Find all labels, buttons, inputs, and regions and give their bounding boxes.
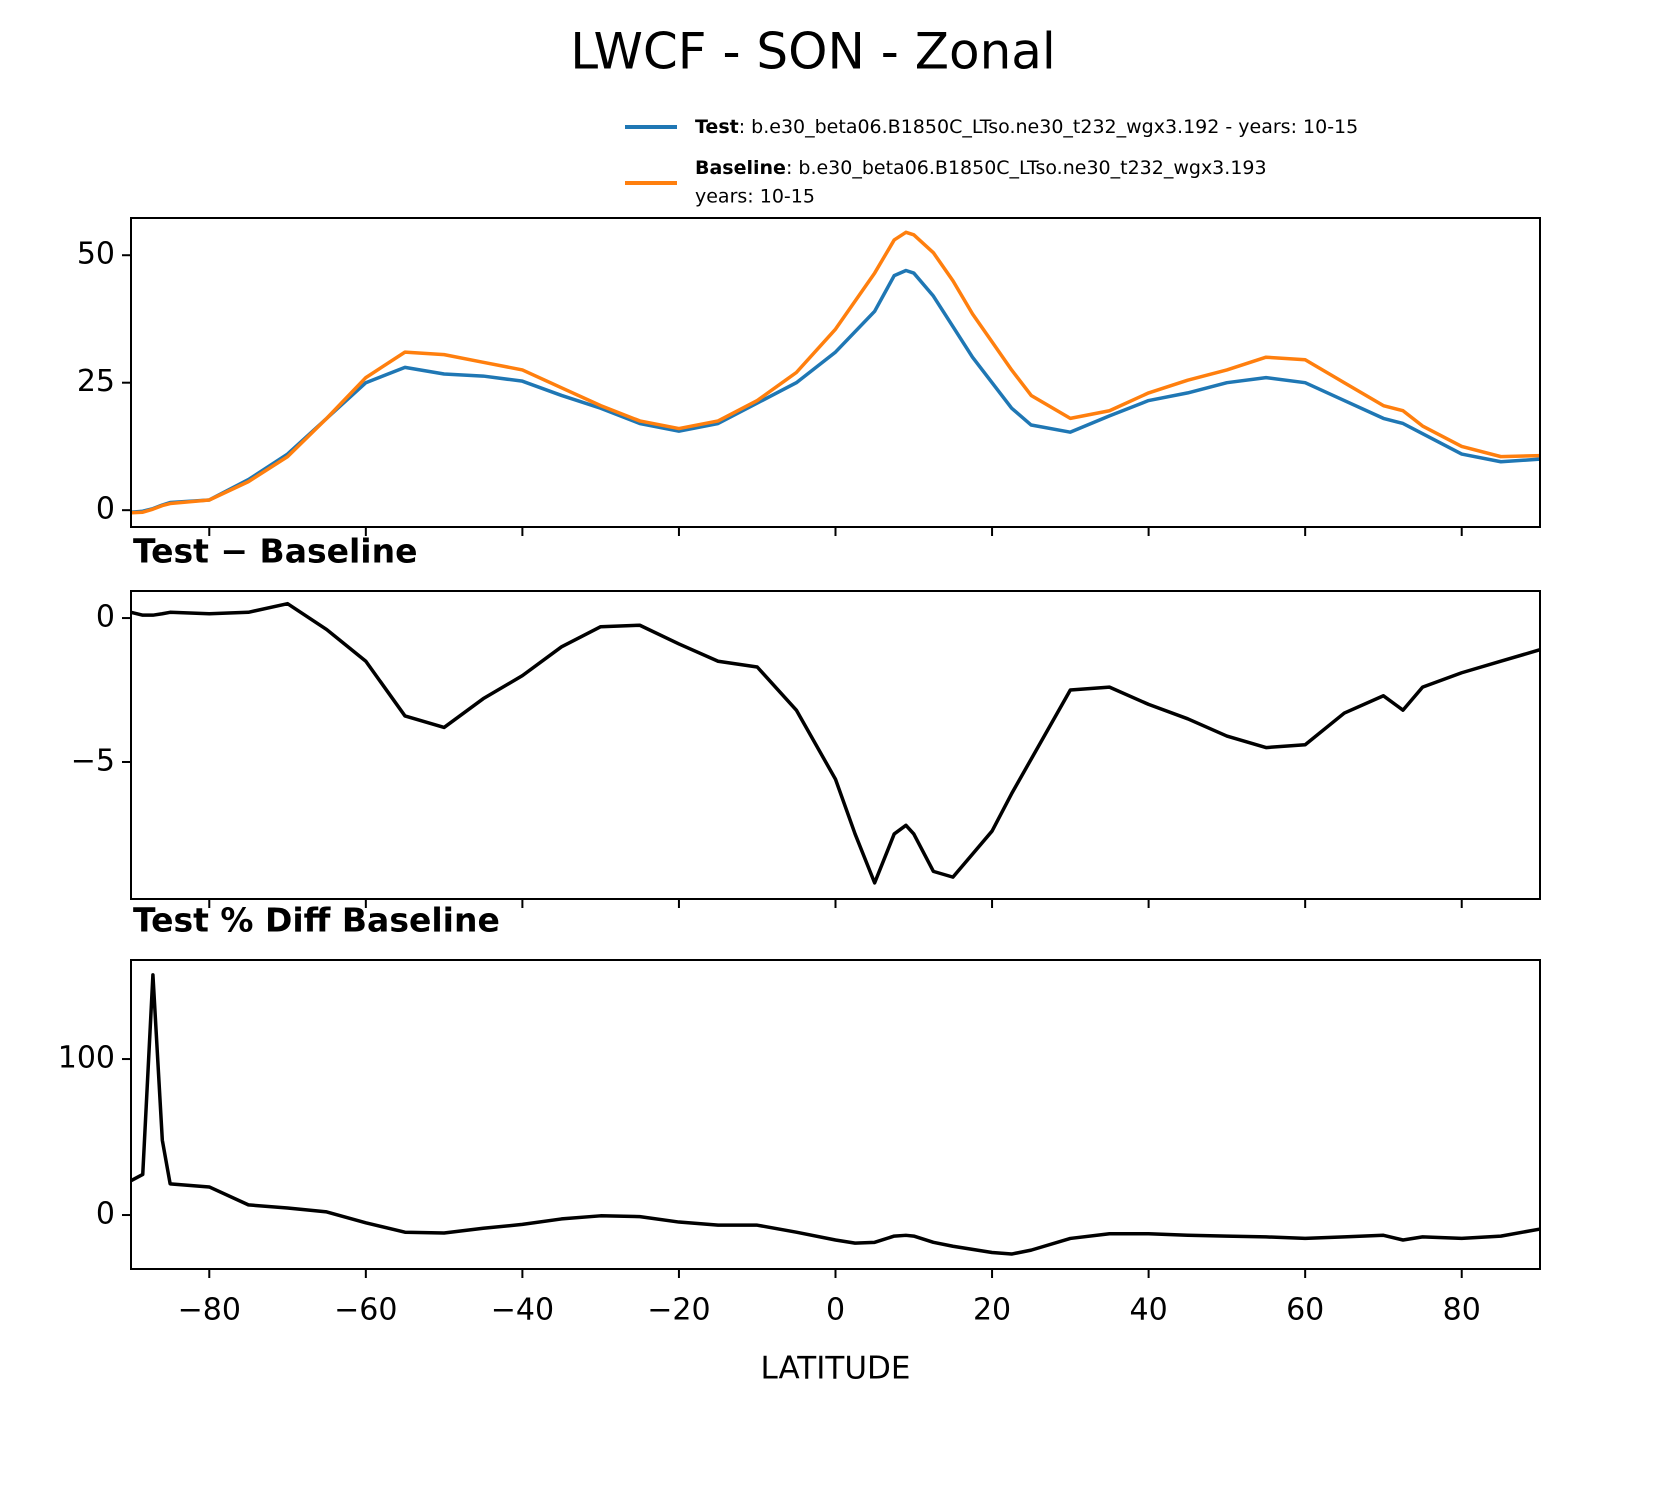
axes-frame [130, 959, 1541, 1270]
x-tick-label: −40 [491, 1293, 554, 1328]
figure-title: LWCF - SON - Zonal [570, 23, 1056, 81]
y-tick-label: 0 [96, 492, 115, 527]
legend-description: years: 10-15 [695, 186, 815, 208]
legend-name: Baseline [695, 157, 786, 179]
x-tick-label: −60 [334, 1293, 397, 1328]
panel-title: Test % Diff Baseline [133, 901, 500, 940]
x-tick-label: 40 [1130, 1293, 1168, 1328]
legend-name: Test [695, 116, 739, 138]
data-line [130, 973, 1541, 1256]
x-tick-label: −20 [647, 1293, 710, 1328]
y-tick-label: 50 [77, 237, 115, 272]
x-tick-label: 20 [973, 1293, 1011, 1328]
legend-label: Test: b.e30_beta06.B1850C_LTso.ne30_t232… [695, 116, 1358, 138]
x-tick-label: 80 [1443, 1293, 1481, 1328]
legend-description: : b.e30_beta06.B1850C_LTso.ne30_t232_wgx… [786, 157, 1267, 179]
x-tick-label: 60 [1286, 1293, 1324, 1328]
axes-frame [130, 590, 1541, 900]
y-tick-label: −5 [71, 743, 115, 778]
legend-description: : b.e30_beta06.B1850C_LTso.ne30_t232_wgx… [739, 116, 1359, 138]
y-tick-label: 0 [96, 1197, 115, 1232]
legend-label: Baseline: b.e30_beta06.B1850C_LTso.ne30_… [695, 157, 1267, 179]
y-tick-label: 100 [58, 1041, 115, 1076]
x-tick-label: 0 [826, 1293, 845, 1328]
x-axis-label: LATITUDE [761, 1351, 911, 1387]
data-line [130, 601, 1541, 885]
x-tick-label: −80 [178, 1293, 241, 1328]
y-tick-label: 25 [77, 364, 115, 399]
axes-frame [130, 217, 1541, 528]
y-tick-label: 0 [96, 600, 115, 635]
panel-title: Test − Baseline [133, 532, 418, 571]
data-line [130, 230, 1541, 515]
